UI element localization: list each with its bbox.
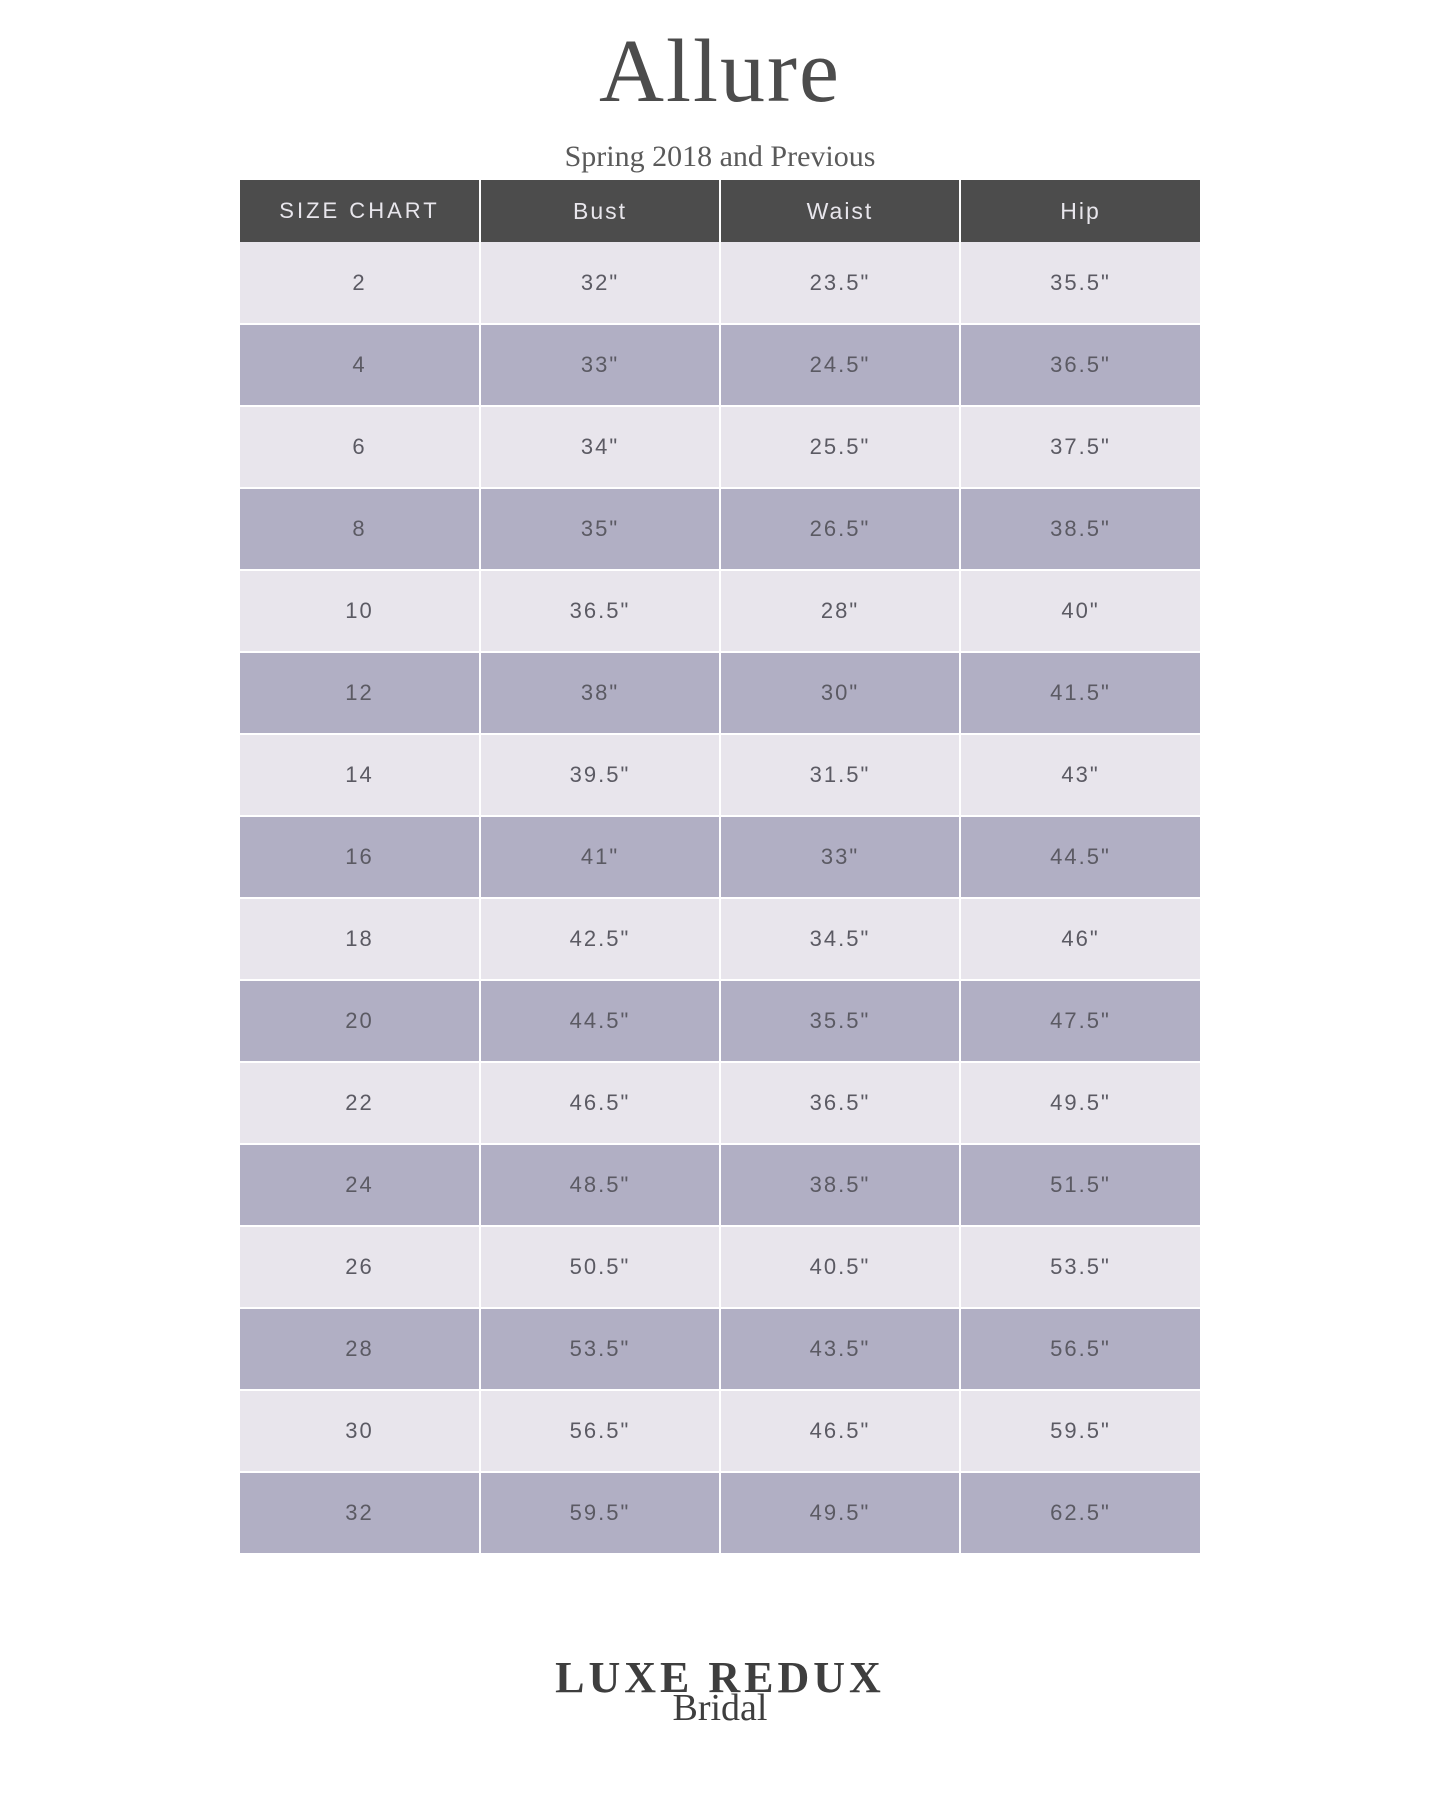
cell-waist: 38.5" [720,1144,960,1226]
cell-bust: 41" [480,816,720,898]
cell-size: 2 [240,242,480,324]
cell-bust: 42.5" [480,898,720,980]
cell-size: 4 [240,324,480,406]
cell-waist: 25.5" [720,406,960,488]
table-row: 2246.5"36.5"49.5" [240,1062,1200,1144]
cell-bust: 34" [480,406,720,488]
cell-waist: 26.5" [720,488,960,570]
cell-bust: 59.5" [480,1472,720,1554]
table-row: 1439.5"31.5"43" [240,734,1200,816]
table-row: 2044.5"35.5"47.5" [240,980,1200,1062]
table-row: 3056.5"46.5"59.5" [240,1390,1200,1472]
cell-waist: 34.5" [720,898,960,980]
cell-hip: 46" [960,898,1200,980]
cell-hip: 36.5" [960,324,1200,406]
col-header-hip: Hip [960,180,1200,242]
cell-waist: 43.5" [720,1308,960,1390]
cell-hip: 62.5" [960,1472,1200,1554]
cell-size: 26 [240,1226,480,1308]
cell-hip: 35.5" [960,242,1200,324]
cell-waist: 28" [720,570,960,652]
cell-size: 14 [240,734,480,816]
footer-logo: LUXE REDUX Bridal [0,1656,1440,1730]
cell-bust: 48.5" [480,1144,720,1226]
table-row: 2853.5"43.5"56.5" [240,1308,1200,1390]
cell-size: 22 [240,1062,480,1144]
col-header-waist: Waist [720,180,960,242]
cell-bust: 39.5" [480,734,720,816]
table-row: 232"23.5"35.5" [240,242,1200,324]
table-row: 3259.5"49.5"62.5" [240,1472,1200,1554]
cell-size: 8 [240,488,480,570]
cell-waist: 49.5" [720,1472,960,1554]
cell-size: 18 [240,898,480,980]
subtitle: Spring 2018 and Previous [0,140,1440,174]
cell-waist: 31.5" [720,734,960,816]
cell-hip: 51.5" [960,1144,1200,1226]
cell-waist: 40.5" [720,1226,960,1308]
table-row: 1641"33"44.5" [240,816,1200,898]
table-row: 835"26.5"38.5" [240,488,1200,570]
cell-bust: 32" [480,242,720,324]
table-row: 634"25.5"37.5" [240,406,1200,488]
cell-size: 10 [240,570,480,652]
cell-waist: 36.5" [720,1062,960,1144]
cell-size: 28 [240,1308,480,1390]
table-row: 2650.5"40.5"53.5" [240,1226,1200,1308]
table-row: 1238"30"41.5" [240,652,1200,734]
brand-title: Allure [0,20,1440,123]
cell-bust: 33" [480,324,720,406]
cell-hip: 56.5" [960,1308,1200,1390]
cell-waist: 30" [720,652,960,734]
table-row: 433"24.5"36.5" [240,324,1200,406]
cell-bust: 46.5" [480,1062,720,1144]
cell-size: 24 [240,1144,480,1226]
cell-hip: 49.5" [960,1062,1200,1144]
cell-bust: 35" [480,488,720,570]
cell-bust: 50.5" [480,1226,720,1308]
cell-waist: 24.5" [720,324,960,406]
footer-brand-sub: Bridal [0,1686,1440,1730]
size-chart-table: SIZE CHART Bust Waist Hip 232"23.5"35.5"… [240,180,1200,1555]
cell-waist: 33" [720,816,960,898]
cell-hip: 43" [960,734,1200,816]
cell-bust: 56.5" [480,1390,720,1472]
cell-size: 6 [240,406,480,488]
table-row: 1036.5"28"40" [240,570,1200,652]
cell-waist: 23.5" [720,242,960,324]
cell-hip: 41.5" [960,652,1200,734]
cell-bust: 36.5" [480,570,720,652]
cell-hip: 47.5" [960,980,1200,1062]
cell-bust: 38" [480,652,720,734]
cell-size: 12 [240,652,480,734]
cell-waist: 46.5" [720,1390,960,1472]
cell-hip: 44.5" [960,816,1200,898]
col-header-size: SIZE CHART [240,180,480,242]
cell-hip: 40" [960,570,1200,652]
cell-size: 16 [240,816,480,898]
cell-hip: 38.5" [960,488,1200,570]
table-row: 2448.5"38.5"51.5" [240,1144,1200,1226]
cell-hip: 59.5" [960,1390,1200,1472]
cell-bust: 44.5" [480,980,720,1062]
table-row: 1842.5"34.5"46" [240,898,1200,980]
cell-bust: 53.5" [480,1308,720,1390]
table-header-row: SIZE CHART Bust Waist Hip [240,180,1200,242]
cell-hip: 53.5" [960,1226,1200,1308]
cell-hip: 37.5" [960,406,1200,488]
col-header-bust: Bust [480,180,720,242]
cell-size: 30 [240,1390,480,1472]
page: Allure Spring 2018 and Previous SIZE CHA… [0,0,1440,1800]
cell-waist: 35.5" [720,980,960,1062]
cell-size: 20 [240,980,480,1062]
cell-size: 32 [240,1472,480,1554]
